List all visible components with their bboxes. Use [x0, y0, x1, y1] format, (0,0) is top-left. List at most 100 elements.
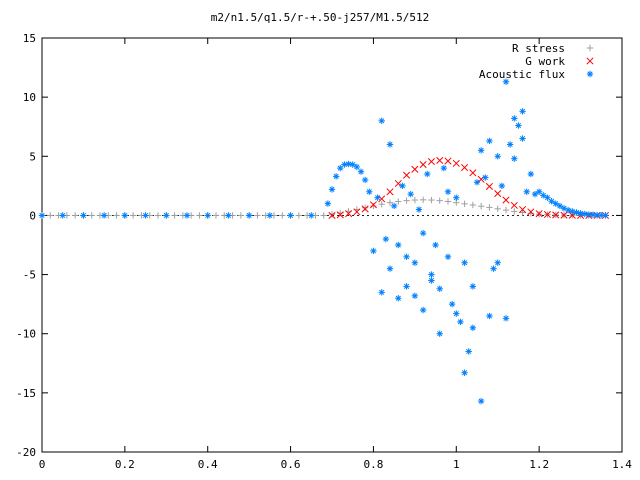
data-point — [370, 247, 377, 255]
data-point — [386, 141, 394, 148]
data-point — [353, 208, 361, 216]
legend-label: R stress — [512, 42, 565, 55]
data-point — [502, 315, 510, 322]
data-point — [477, 147, 485, 154]
data-point — [486, 312, 493, 320]
legend-marker — [586, 44, 594, 52]
data-point — [502, 206, 510, 214]
data-point — [374, 194, 381, 201]
data-point — [511, 208, 518, 215]
data-point — [100, 212, 108, 219]
data-point — [519, 209, 526, 216]
data-point — [440, 164, 448, 172]
data-point — [419, 306, 427, 314]
data-point — [436, 156, 444, 164]
legend-label: G work — [525, 55, 565, 68]
series-group — [38, 78, 609, 405]
y-tick-label: -15 — [16, 387, 36, 400]
x-tick-label: 1.4 — [612, 458, 632, 471]
data-point — [543, 210, 551, 219]
data-point — [465, 348, 472, 355]
data-point — [142, 212, 149, 219]
data-point — [415, 206, 423, 213]
data-point — [403, 253, 410, 261]
data-point — [225, 212, 232, 219]
data-point — [436, 285, 443, 292]
data-point — [444, 198, 452, 205]
data-point — [510, 201, 518, 209]
data-point — [535, 188, 543, 195]
data-point — [366, 188, 373, 195]
data-point — [461, 259, 468, 266]
data-point — [121, 212, 129, 219]
data-point — [577, 210, 584, 217]
data-point — [320, 212, 327, 219]
data-point — [436, 197, 443, 204]
data-point — [598, 211, 605, 219]
data-point — [424, 170, 431, 178]
chart-title: m2/n1.5/q1.5/r-+.50-j257/M1.5/512 — [211, 11, 430, 24]
data-point — [552, 211, 560, 219]
data-point — [444, 157, 452, 165]
data-point — [469, 283, 477, 290]
data-point — [411, 292, 419, 300]
data-point — [473, 179, 481, 186]
plot-frame — [41, 37, 623, 453]
data-point — [469, 169, 477, 177]
data-point — [461, 163, 469, 172]
data-point — [498, 182, 506, 190]
data-point — [428, 271, 435, 278]
data-point — [183, 212, 191, 219]
data-point — [395, 241, 402, 249]
data-point — [419, 161, 427, 169]
data-point — [386, 199, 394, 206]
data-point — [328, 186, 336, 193]
data-point — [336, 211, 344, 219]
data-point — [444, 188, 452, 195]
data-point — [308, 212, 315, 219]
y-tick-label: -20 — [16, 446, 36, 459]
data-point — [47, 212, 54, 219]
data-point — [453, 310, 460, 317]
data-point — [519, 135, 526, 142]
legend-label: Acoustic flux — [479, 68, 565, 81]
y-tick-label: 15 — [23, 32, 36, 45]
data-point — [411, 259, 419, 266]
data-point — [390, 202, 398, 210]
data-point — [602, 212, 609, 219]
data-point — [523, 188, 530, 195]
data-point — [485, 182, 493, 191]
data-point — [511, 115, 518, 122]
data-point — [494, 189, 502, 198]
y-axis: -20 -15 -10 -5 0 5 10 15 — [16, 32, 622, 459]
data-point — [511, 155, 518, 162]
data-point — [477, 203, 485, 210]
data-point — [486, 137, 493, 145]
data-point — [212, 212, 220, 219]
data-point — [357, 168, 365, 175]
data-point — [378, 195, 386, 203]
data-point — [444, 253, 452, 261]
data-point — [345, 210, 353, 218]
data-point — [477, 397, 485, 405]
x-tick-label: 0.8 — [363, 458, 383, 471]
data-point — [361, 176, 369, 184]
data-point — [502, 196, 510, 204]
data-point — [324, 200, 332, 207]
data-point — [266, 212, 274, 219]
data-point — [552, 200, 559, 207]
data-point — [378, 117, 385, 124]
data-point — [332, 173, 340, 180]
data-point — [428, 196, 435, 204]
data-point — [395, 198, 402, 205]
data-point — [163, 212, 170, 219]
data-point — [469, 201, 477, 209]
data-point — [506, 141, 514, 148]
y-tick-label: -5 — [23, 269, 36, 282]
x-tick-label: 0.6 — [281, 458, 301, 471]
data-point — [469, 324, 477, 331]
data-point — [419, 229, 427, 237]
data-point — [279, 212, 286, 219]
data-point — [295, 212, 303, 219]
